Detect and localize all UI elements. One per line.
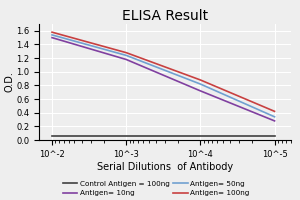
Antigen= 50ng <box>273 116 276 118</box>
Antigen= 100ng <box>124 51 128 54</box>
Line: Antigen= 100ng: Antigen= 100ng <box>52 32 275 111</box>
Control Antigen = 100ng <box>50 135 54 137</box>
Antigen= 10ng <box>50 36 54 39</box>
Antigen= 100ng <box>50 31 54 33</box>
Y-axis label: O.D.: O.D. <box>4 72 15 92</box>
Control Antigen = 100ng <box>273 135 276 137</box>
X-axis label: Serial Dilutions  of Antibody: Serial Dilutions of Antibody <box>97 162 233 171</box>
Control Antigen = 100ng <box>124 135 128 137</box>
Antigen= 50ng <box>199 83 202 85</box>
Antigen= 50ng <box>50 34 54 36</box>
Legend: Control Antigen = 100ng, Antigen= 10ng, Antigen= 50ng, Antigen= 100ng: Control Antigen = 100ng, Antigen= 10ng, … <box>63 181 249 196</box>
Antigen= 10ng <box>124 58 128 61</box>
Antigen= 50ng <box>124 54 128 57</box>
Antigen= 10ng <box>199 90 202 92</box>
Line: Antigen= 10ng: Antigen= 10ng <box>52 38 275 121</box>
Control Antigen = 100ng <box>199 135 202 137</box>
Title: ELISA Result: ELISA Result <box>122 9 208 23</box>
Antigen= 100ng <box>199 79 202 81</box>
Antigen= 10ng <box>273 120 276 122</box>
Antigen= 100ng <box>273 110 276 113</box>
Line: Antigen= 50ng: Antigen= 50ng <box>52 35 275 117</box>
